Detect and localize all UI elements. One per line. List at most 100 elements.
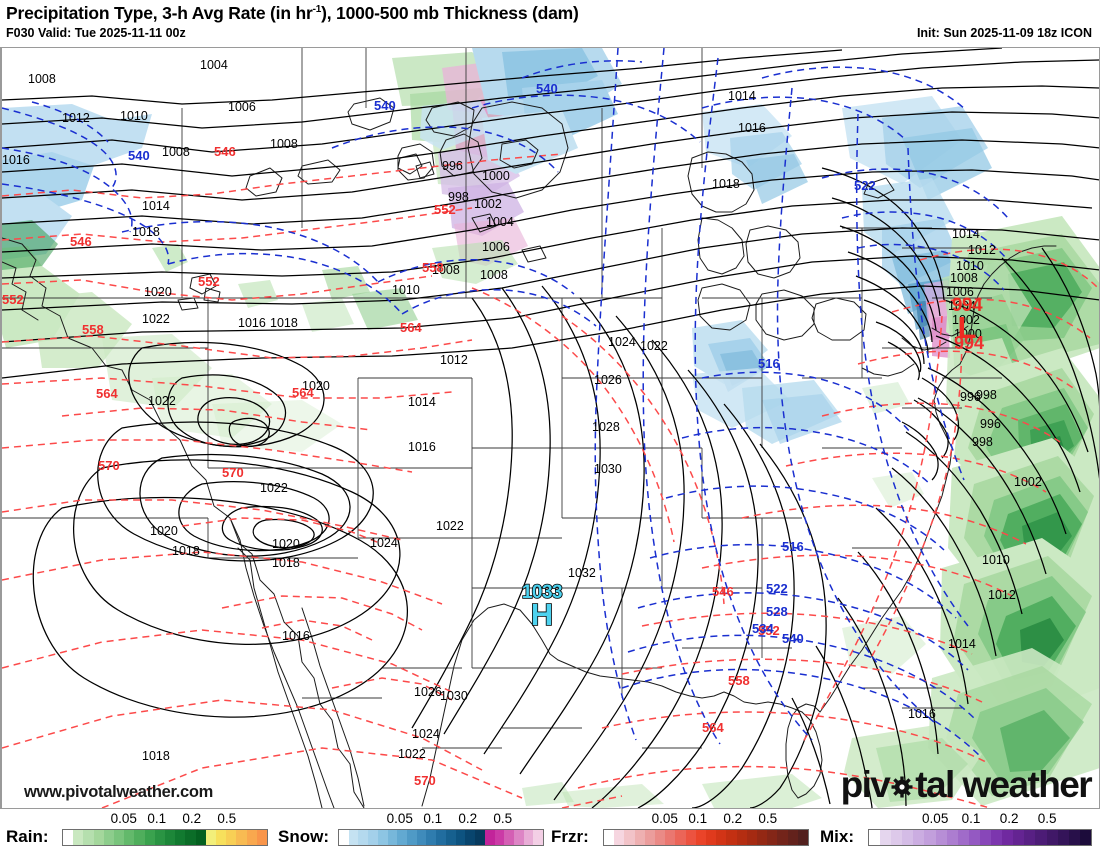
svg-text:558: 558 [728,673,750,688]
svg-text:1024: 1024 [412,727,440,741]
title-main: Precipitation Type, 3-h Avg Rate (in hr [6,3,313,23]
legend-group-snow: Snow: 0.05 0.1 0.2 0.5 [278,811,544,850]
legend-swatch-rain-2 [83,830,94,845]
svg-text:1008: 1008 [480,268,508,282]
legend-swatch-rain-14 [205,830,217,845]
legend-swatch-mix-12 [1002,830,1014,845]
legend-label-snow: Snow: [278,827,329,846]
legend-swatch-rain-9 [154,830,166,845]
svg-text:1008: 1008 [432,263,460,277]
svg-text:1010: 1010 [392,283,420,297]
legend-swatch-snow-5 [387,830,398,845]
low-pressure-symbol: L [957,310,977,345]
svg-text:1014: 1014 [948,637,976,651]
svg-text:1022: 1022 [640,339,668,353]
svg-text:1008: 1008 [950,271,978,285]
legend-swatch-snow-0 [339,830,349,845]
website-watermark: www.pivotalweather.com [24,783,214,801]
legend-bar: Rain: 0.05 0.1 0.2 0.5 Snow: 0.05 0.1 0.2 0.5 … [0,811,1100,850]
gear-icon [889,774,915,800]
svg-text:1004: 1004 [200,58,228,72]
svg-text:998: 998 [972,435,993,449]
svg-text:1004: 1004 [486,215,514,229]
svg-text:1012: 1012 [968,243,996,257]
legend-swatch-mix-17 [1057,830,1069,845]
svg-text:1032: 1032 [568,566,596,580]
legend-swatch-rain-15 [216,830,227,845]
legend-swatch-rain-4 [103,830,115,845]
legend-swatch-rain-6 [124,830,135,845]
svg-text:546: 546 [214,144,236,159]
svg-text:994: 994 [954,333,984,353]
contour-labels-layer: 1008 1004 1008 1004 1012 1010 1006 1016 1… [2,55,1042,763]
legend-colorbar-rain[interactable] [62,829,268,846]
map-canvas[interactable]: 1008 1004 1008 1004 1012 1010 1006 1016 1… [0,47,1100,809]
svg-text:1006: 1006 [228,100,256,114]
legend-swatch-snow-10 [436,830,446,845]
isobar-layer [2,48,1099,808]
legend-swatch-snow-7 [407,830,417,845]
svg-text:1004: 1004 [200,58,228,72]
legend-swatch-rain-13 [195,830,206,845]
low-pressure-value: 994 [951,295,983,316]
svg-text:1012: 1012 [440,353,468,367]
legend-group-frzr: Frzr: 0.05 0.1 0.2 0.5 [551,811,809,850]
legend-swatch-snow-2 [358,830,369,845]
svg-text:1008: 1008 [28,72,56,86]
svg-text:1016: 1016 [408,440,436,454]
legend-swatch-rain-12 [185,830,196,845]
legend-swatch-mix-10 [979,830,992,845]
svg-text:516: 516 [758,356,780,371]
svg-text:996: 996 [442,159,463,173]
legend-label-mix: Mix: [820,827,854,846]
legend-swatch-frzr-16 [767,830,778,845]
svg-text:540: 540 [374,98,396,113]
legend-swatch-rain-10 [165,830,176,845]
legend-group-mix: Mix: 0.05 0.1 0.2 0.5 [820,811,1092,850]
legend-tick-0.1: 0.1 [423,811,443,826]
legend-swatch-frzr-12 [726,830,737,845]
legend-ticks-rain: 0.05 0.1 0.2 0.5 [62,811,268,828]
legend-swatch-snow-11 [445,830,456,845]
thickness-warm-labels: 546 552 546 552 552 558 558 564 564 564 … [2,144,984,788]
legend-swatch-rain-17 [236,830,247,845]
legend-swatch-snow-19 [523,830,534,845]
svg-text:1018: 1018 [270,316,298,330]
legend-swatch-mix-2 [891,830,903,845]
page-title: Precipitation Type, 3-h Avg Rate (in hr-… [6,3,579,24]
svg-text:1014: 1014 [142,199,170,213]
svg-text:552: 552 [758,623,780,638]
svg-text:1010: 1010 [956,259,984,273]
legend-swatch-frzr-10 [706,830,717,845]
legend-colorbar-mix[interactable] [868,829,1092,846]
svg-text:528: 528 [766,604,788,619]
legend-swatch-mix-6 [935,830,947,845]
legend-swatch-snow-8 [416,830,427,845]
legend-colorbar-snow[interactable] [338,829,544,846]
legend-swatch-frzr-8 [685,830,696,845]
legend-tick-0.2: 0.2 [182,811,202,826]
legend-swatch-snow-17 [504,830,514,845]
svg-text:1016: 1016 [908,707,936,721]
svg-text:1002: 1002 [1014,475,1042,489]
legend-swatch-rain-16 [226,830,237,845]
legend-swatch-snow-18 [513,830,524,845]
svg-text:1018: 1018 [272,556,300,570]
svg-text:1030: 1030 [440,689,468,703]
valid-time-label: F030 Valid: Tue 2025-11-11 00z [6,26,186,40]
legend-swatch-snow-13 [465,830,476,845]
legend-tick-0.05: 0.05 [922,811,949,826]
svg-text:1014: 1014 [408,395,436,409]
svg-text:570: 570 [222,465,244,480]
svg-text:1006: 1006 [482,240,510,254]
svg-text:1020: 1020 [272,537,300,551]
legend-swatch-mix-3 [902,830,914,845]
map-svg: 1008 1004 1008 1004 1012 1010 1006 1016 1… [2,48,1099,808]
legend-swatch-snow-15 [484,830,495,845]
svg-text:540: 540 [782,631,804,646]
legend-swatch-frzr-5 [655,830,666,845]
legend-colorbar-frzr[interactable] [603,829,809,846]
legend-swatch-snow-3 [368,830,378,845]
legend-tick-0.05: 0.05 [386,811,413,826]
svg-text:564: 564 [702,720,724,735]
